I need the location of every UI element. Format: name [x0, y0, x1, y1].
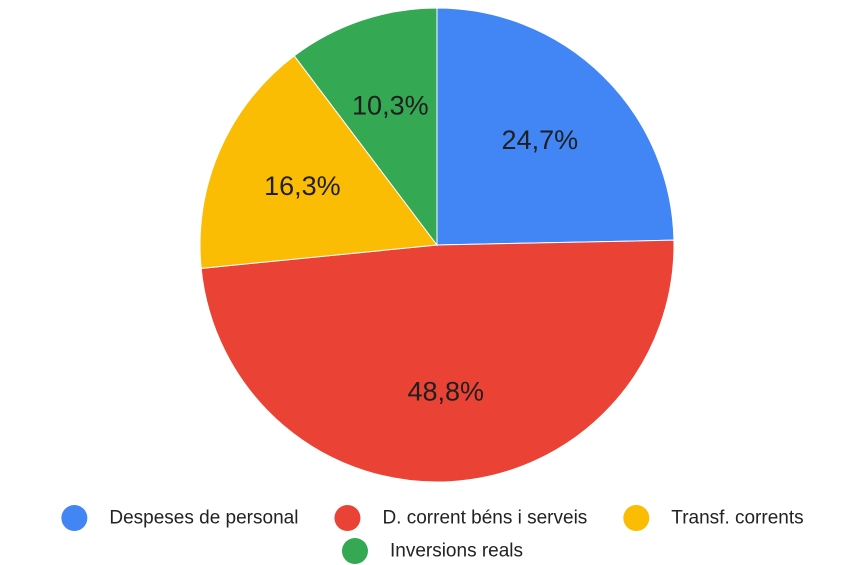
legend-item-transf-corrents[interactable]: Transf. corrents: [623, 505, 804, 531]
data-label-despeses-de-personal: 24,7%: [502, 125, 579, 155]
pie-slice-despeses-de-personal[interactable]: [436, 7, 675, 246]
pie-slice-d-corrent-bens-i-serveis[interactable]: [200, 239, 675, 483]
legend: Despeses de personal D. corrent béns i se…: [61, 505, 804, 564]
legend-item-d-corrent-bens-i-serveis[interactable]: D. corrent béns i serveis: [334, 505, 587, 531]
data-label-d-corrent-bens-i-serveis: 48,8%: [407, 377, 484, 407]
legend-label-transf-corrents: Transf. corrents: [671, 508, 803, 529]
pie-slice-inversions-reals[interactable]: [293, 7, 438, 247]
legend-label-inversions-reals: Inversions reals: [390, 541, 523, 562]
legend-swatch-despeses-de-personal: [61, 505, 88, 531]
legend-swatch-d-corrent-bens-i-serveis: [334, 505, 361, 531]
legend-swatch-inversions-reals: [341, 538, 368, 564]
slice-labels: 24,7% 48,8% 16,3% 10,3%: [264, 91, 578, 407]
data-label-transf-corrents: 16,3%: [264, 171, 341, 201]
legend-item-despeses-de-personal[interactable]: Despeses de personal: [61, 505, 298, 531]
legend-item-inversions-reals[interactable]: Inversions reals: [341, 538, 523, 564]
pie-slices: [199, 7, 675, 483]
legend-label-despeses-de-personal: Despeses de personal: [109, 508, 298, 529]
legend-label-d-corrent-bens-i-serveis: D. corrent béns i serveis: [382, 508, 587, 529]
legend-swatch-transf-corrents: [623, 505, 650, 531]
pie-slice-transf-corrents[interactable]: [199, 55, 438, 269]
data-label-inversions-reals: 10,3%: [352, 91, 429, 121]
